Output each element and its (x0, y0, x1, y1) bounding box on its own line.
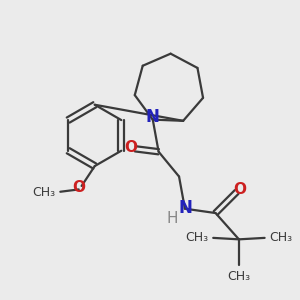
Text: O: O (233, 182, 246, 197)
Text: O: O (72, 181, 85, 196)
Text: O: O (124, 140, 137, 155)
Text: N: N (178, 199, 192, 217)
Text: N: N (146, 108, 160, 126)
Text: CH₃: CH₃ (185, 231, 208, 244)
Text: CH₃: CH₃ (32, 186, 55, 199)
Text: CH₃: CH₃ (270, 231, 293, 244)
Text: CH₃: CH₃ (227, 270, 250, 283)
Text: H: H (167, 211, 178, 226)
